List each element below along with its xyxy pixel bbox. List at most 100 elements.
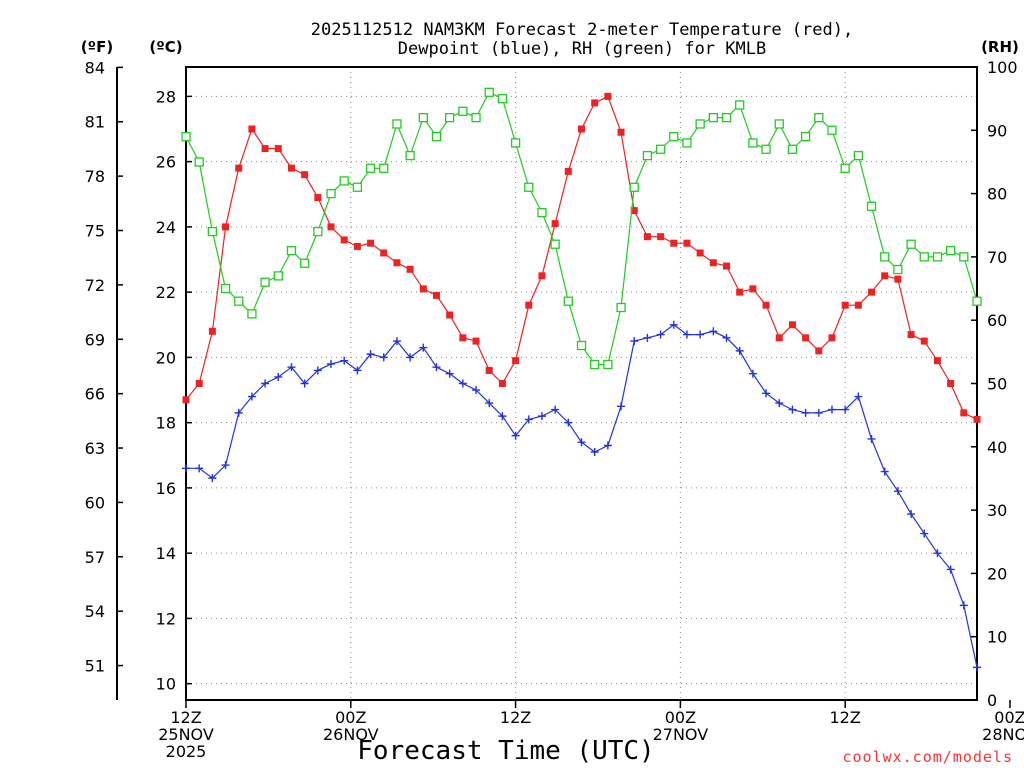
data-point bbox=[827, 405, 836, 414]
data-point bbox=[498, 412, 507, 421]
data-point bbox=[721, 112, 732, 123]
data-point bbox=[472, 386, 481, 395]
data-point bbox=[445, 112, 455, 123]
data-point bbox=[814, 408, 823, 417]
data-point bbox=[314, 194, 322, 202]
data-point bbox=[485, 399, 494, 408]
data-point bbox=[497, 94, 508, 104]
data-point bbox=[340, 356, 349, 365]
data-point bbox=[511, 431, 520, 440]
fahrenheit-tick-label: 54 bbox=[85, 602, 105, 621]
data-point bbox=[459, 334, 467, 342]
data-point bbox=[353, 242, 361, 250]
data-point bbox=[484, 87, 494, 97]
celsius-tick-label: 24 bbox=[156, 218, 176, 237]
data-point bbox=[446, 311, 454, 319]
data-point bbox=[800, 131, 811, 142]
data-point bbox=[709, 327, 718, 336]
x-tick-label: 25NOV bbox=[158, 725, 214, 744]
data-point bbox=[564, 167, 572, 175]
data-point bbox=[814, 112, 824, 123]
data-point bbox=[405, 150, 415, 161]
data-point bbox=[933, 549, 942, 558]
data-point bbox=[431, 131, 442, 142]
rh-tick-label: 60 bbox=[987, 311, 1007, 330]
data-point bbox=[352, 182, 363, 192]
rh-unit-label: (RH) bbox=[981, 38, 1019, 56]
x-tick-label: 12Z bbox=[500, 708, 531, 727]
data-point bbox=[723, 262, 731, 270]
data-point bbox=[234, 408, 243, 417]
rh-tick-label: 40 bbox=[987, 438, 1007, 457]
data-point bbox=[353, 366, 362, 375]
x-tick-label: 12Z bbox=[170, 708, 201, 727]
data-point bbox=[788, 321, 796, 329]
fahrenheit-tick-label: 75 bbox=[85, 222, 105, 241]
data-point bbox=[339, 176, 349, 186]
series-2-meter-temperature bbox=[182, 92, 981, 423]
rh-tick-label: 80 bbox=[987, 185, 1007, 204]
data-point bbox=[432, 291, 440, 299]
data-point bbox=[274, 145, 282, 153]
data-point bbox=[538, 272, 546, 280]
data-point bbox=[774, 119, 784, 129]
rh-tick-label: 30 bbox=[987, 501, 1007, 520]
axes: 51 54 57 60 63 66 69 72 75 78 81 84 10 12 14 16 18 20 22 24… bbox=[85, 58, 1024, 761]
data-point bbox=[906, 239, 916, 249]
data-point bbox=[603, 441, 612, 450]
data-point bbox=[525, 301, 533, 309]
data-point bbox=[972, 296, 982, 306]
data-point bbox=[274, 372, 283, 381]
data-point bbox=[313, 226, 323, 237]
fahrenheit-tick-label: 60 bbox=[85, 493, 105, 512]
data-point bbox=[959, 252, 969, 262]
credit-text: coolwx.com/models bbox=[842, 748, 1013, 766]
fahrenheit-tick-label: 72 bbox=[85, 276, 105, 295]
data-point bbox=[841, 301, 849, 309]
data-point bbox=[313, 366, 322, 375]
data-point bbox=[299, 258, 310, 268]
data-point bbox=[340, 236, 348, 244]
data-point bbox=[418, 112, 428, 123]
data-point bbox=[576, 340, 587, 351]
data-point bbox=[432, 363, 441, 372]
data-point bbox=[247, 392, 256, 401]
data-point bbox=[894, 275, 902, 283]
data-point bbox=[629, 182, 639, 192]
data-point bbox=[300, 379, 309, 388]
data-point bbox=[551, 220, 559, 228]
data-point bbox=[222, 223, 230, 231]
rh-tick-label: 10 bbox=[987, 628, 1007, 647]
data-point bbox=[392, 119, 402, 129]
data-point bbox=[458, 106, 468, 116]
data-point bbox=[630, 337, 639, 346]
data-series bbox=[181, 87, 982, 672]
celsius-tick-label: 18 bbox=[156, 414, 176, 433]
data-point bbox=[524, 415, 533, 424]
data-point bbox=[669, 320, 678, 329]
rh-tick-label: 0 bbox=[987, 691, 997, 710]
fahrenheit-unit-label: (ºF) bbox=[81, 38, 113, 56]
data-point bbox=[682, 330, 691, 339]
celsius-tick-label: 26 bbox=[156, 153, 176, 172]
data-point bbox=[736, 288, 744, 296]
data-point bbox=[327, 359, 336, 368]
data-point bbox=[854, 392, 863, 401]
data-point bbox=[868, 288, 876, 296]
data-point bbox=[933, 357, 941, 365]
data-point bbox=[590, 448, 599, 457]
data-point bbox=[182, 464, 190, 473]
data-point bbox=[406, 265, 414, 273]
data-point bbox=[393, 259, 401, 267]
data-point bbox=[761, 144, 771, 154]
data-point bbox=[840, 163, 850, 173]
data-point bbox=[603, 359, 613, 370]
x-axis-label: Forecast Time (UTC) bbox=[357, 736, 654, 766]
data-point bbox=[617, 128, 625, 136]
data-point bbox=[827, 125, 837, 135]
data-point bbox=[301, 171, 309, 179]
data-point bbox=[419, 343, 428, 352]
data-point bbox=[485, 366, 493, 374]
data-point bbox=[220, 283, 231, 294]
data-point bbox=[841, 405, 850, 414]
